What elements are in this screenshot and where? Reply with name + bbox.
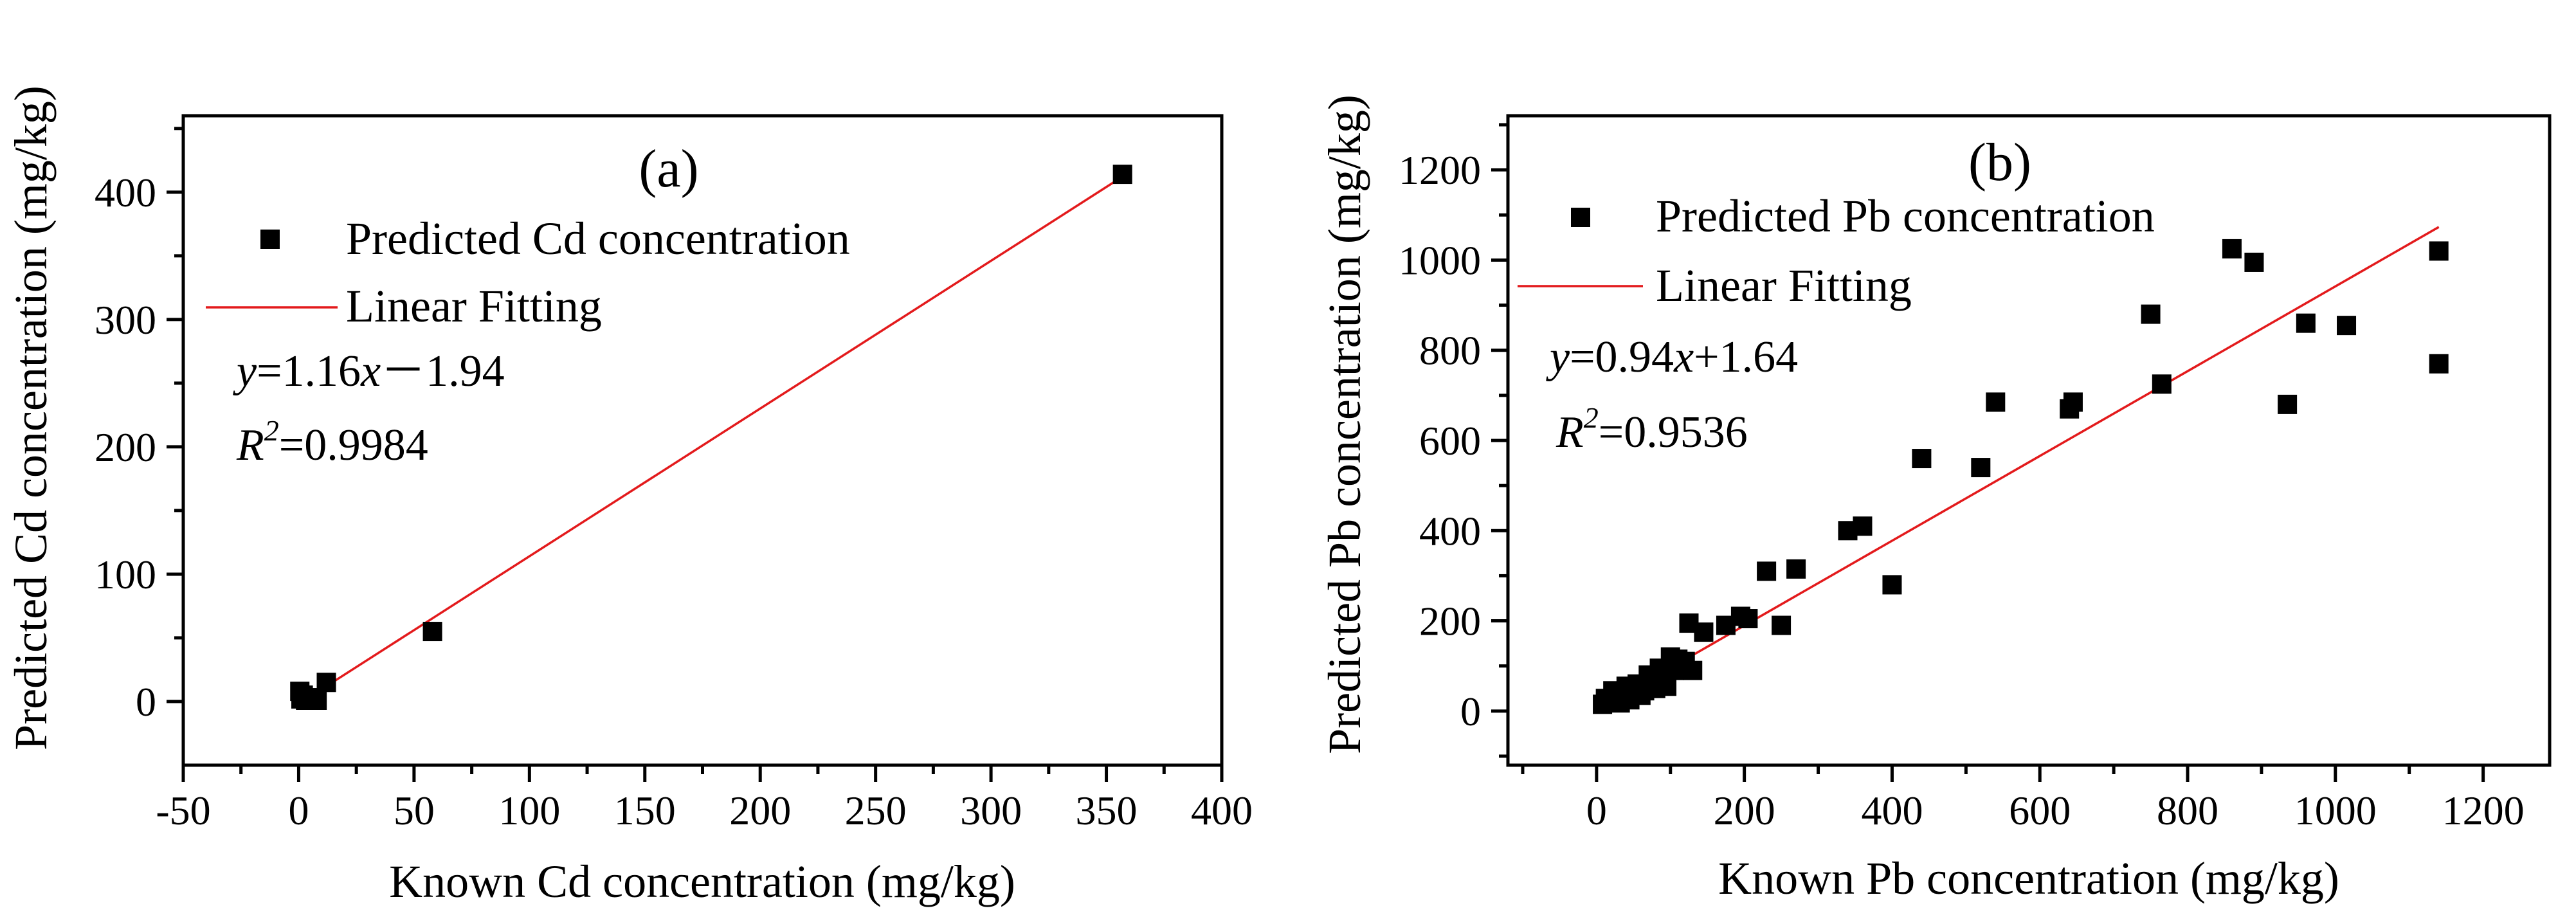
x-tick-label: 400	[1191, 788, 1253, 833]
data-point	[2429, 354, 2449, 374]
data-point	[2152, 374, 2172, 394]
legend-line-label: Linear Fitting	[1656, 260, 1912, 311]
x-tick-label: 150	[614, 788, 676, 833]
data-point	[307, 691, 327, 710]
data-point	[1772, 615, 1791, 635]
data-point	[2244, 252, 2264, 272]
y-tick-label: 800	[1419, 328, 1481, 374]
x-axis-title: Known Pb concentration (mg/kg)	[1718, 853, 2339, 904]
data-point	[2278, 394, 2298, 414]
x-tick-label: 800	[2157, 788, 2218, 833]
x-tick-label: 100	[498, 788, 560, 833]
x-axis-title: Known Cd concentration (mg/kg)	[389, 856, 1015, 907]
legend-marker-label: Predicted Cd concentration	[346, 213, 850, 264]
x-tick-label: 50	[394, 788, 435, 833]
x-tick-label: 0	[288, 788, 309, 833]
x-tick-label: 1000	[2294, 788, 2377, 833]
data-point	[1786, 559, 1806, 579]
panel-label: (b)	[1968, 132, 2031, 192]
x-tick-label: 0	[1586, 788, 1607, 833]
legend: Predicted Cd concentration Linear Fittin…	[206, 213, 850, 332]
data-point	[2429, 241, 2449, 261]
data-point	[1971, 458, 1991, 478]
y-tick-label: 300	[95, 297, 156, 343]
panel-label: (a)	[639, 139, 698, 199]
y-tick-label: 0	[136, 679, 156, 725]
y-tick-label: 0	[1460, 689, 1481, 734]
y-axis-title: Predicted Pb concentration (mg/kg)	[1319, 95, 1370, 754]
data-point	[1882, 575, 1902, 595]
x-tick-label: 200	[729, 788, 791, 833]
y-tick-label: 600	[1419, 418, 1481, 464]
y-tick-label: 400	[1419, 508, 1481, 554]
data-point	[422, 622, 442, 642]
x-tick-label: 400	[1861, 788, 1923, 833]
fit-equation: y=0.94x+1.64	[1546, 332, 1798, 382]
legend-marker-label: Predicted Pb concentration	[1656, 190, 2155, 242]
y-tick-label: 200	[95, 424, 156, 470]
x-tick-label: 250	[845, 788, 907, 833]
legend-marker-icon	[260, 230, 280, 249]
x-tick-label: -50	[156, 788, 210, 833]
y-tick-label: 1200	[1399, 147, 1481, 193]
x-tick-label: 1200	[2442, 788, 2525, 833]
legend-line-label: Linear Fitting	[346, 280, 602, 332]
chart-panel-a: -50 0 50 100 150 200 250 300 350 400 0 100 200 300 400…	[5, 86, 1253, 907]
data-point	[316, 673, 336, 693]
y-tick-label: 1000	[1399, 237, 1481, 283]
x-tick-label: 200	[1714, 788, 1775, 833]
data-point	[2222, 239, 2242, 258]
data-point	[1112, 165, 1132, 185]
data-point	[1738, 609, 1758, 629]
x-tick-label: 600	[2009, 788, 2071, 833]
data-point	[1757, 561, 1777, 581]
fit-equation: y=1.16x－1.94	[233, 347, 505, 396]
legend-marker-icon	[1571, 208, 1590, 227]
x-tick-label: 300	[960, 788, 1022, 833]
data-point	[1912, 449, 1932, 469]
y-tick-label: 100	[95, 552, 156, 597]
y-tick-label: 400	[95, 170, 156, 215]
y-tick-label: 200	[1419, 599, 1481, 644]
data-point	[2063, 392, 2083, 412]
data-point	[1853, 516, 1873, 536]
data-point	[1694, 622, 1714, 642]
fit-line	[1596, 226, 2440, 712]
fit-line	[298, 174, 1126, 705]
data-point	[2296, 313, 2316, 333]
data-point	[1986, 392, 2006, 412]
y-axis-title: Predicted Cd concentration (mg/kg)	[5, 86, 57, 750]
data-point	[2141, 304, 2161, 324]
r-squared: R2=0.9536	[1556, 401, 1748, 457]
legend: Predicted Pb concentration Linear Fittin…	[1518, 190, 2155, 311]
x-tick-label: 350	[1076, 788, 1138, 833]
data-point	[2337, 316, 2357, 336]
chart-panel-b: 0 200 400 600 800 1000 1200 0 200 400 600 800 1000 12…	[1319, 95, 2552, 904]
data-point	[1683, 660, 1703, 680]
r-squared: R2=0.9984	[236, 414, 428, 470]
